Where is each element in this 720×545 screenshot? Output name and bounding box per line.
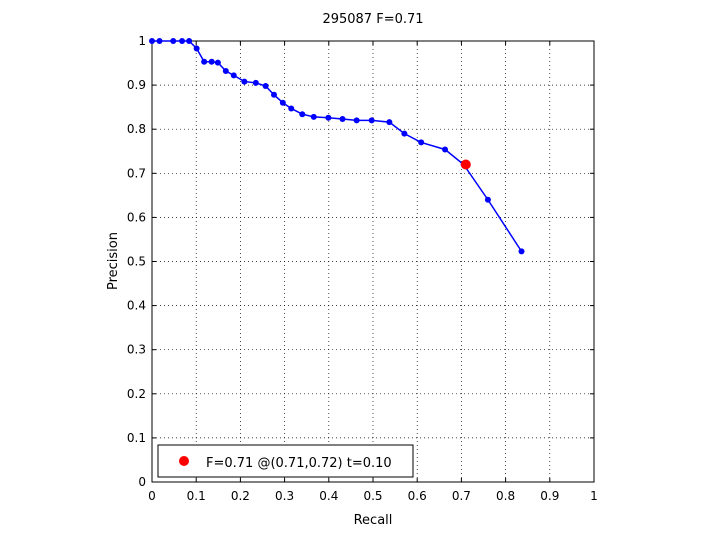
data-point bbox=[270, 91, 277, 98]
data-point bbox=[149, 38, 155, 44]
data-point bbox=[156, 38, 163, 44]
data-point bbox=[241, 78, 248, 85]
data-point bbox=[310, 113, 317, 120]
x-tick-label: 0.7 bbox=[452, 489, 471, 503]
x-tick-label: 0.1 bbox=[187, 489, 206, 503]
data-point bbox=[262, 82, 269, 89]
y-tick-label: 0.4 bbox=[127, 299, 146, 313]
data-point bbox=[186, 38, 193, 44]
data-point bbox=[339, 116, 346, 123]
legend: F=0.71 @(0.71,0.72) t=0.10 bbox=[157, 444, 414, 478]
x-tick-label: 0.2 bbox=[231, 489, 250, 503]
x-tick-label: 0.9 bbox=[540, 489, 559, 503]
legend-box bbox=[157, 444, 414, 478]
chart-title: 295087 F=0.71 bbox=[322, 12, 423, 27]
data-point bbox=[222, 67, 229, 74]
data-point bbox=[418, 139, 425, 146]
grid-lines bbox=[152, 41, 594, 482]
data-point bbox=[214, 59, 221, 66]
y-tick-label: 0.9 bbox=[127, 78, 146, 92]
data-point bbox=[201, 58, 208, 65]
y-tick-label: 1 bbox=[138, 34, 146, 48]
y-tick-label: 0.6 bbox=[127, 210, 146, 224]
y-tick-label: 0.5 bbox=[127, 255, 146, 269]
x-tick-label: 0.6 bbox=[408, 489, 427, 503]
data-point bbox=[353, 117, 360, 124]
y-tick-label: 0 bbox=[138, 475, 146, 489]
y-tick-label: 0.1 bbox=[127, 431, 146, 445]
x-tick-label: 0.4 bbox=[319, 489, 338, 503]
series-layer bbox=[149, 38, 525, 255]
data-point bbox=[170, 38, 177, 44]
axis-ticks: 0 0.1 0.2 0.3 0.4 0.5 0.6 0.7 0.8 0.9 1 0 0.1 0.2 0.3 0… bbox=[127, 34, 598, 503]
data-point bbox=[442, 146, 449, 153]
x-tick-label: 0.8 bbox=[496, 489, 515, 503]
data-point bbox=[208, 58, 215, 65]
data-point bbox=[179, 38, 186, 44]
data-point bbox=[386, 119, 393, 126]
x-tick-label: 0.3 bbox=[275, 489, 294, 503]
data-point bbox=[252, 79, 259, 86]
legend-marker bbox=[179, 456, 189, 466]
data-point bbox=[230, 72, 237, 79]
data-point bbox=[279, 99, 286, 106]
y-tick-label: 0.8 bbox=[127, 122, 146, 136]
data-point bbox=[325, 114, 332, 121]
data-point bbox=[368, 117, 375, 124]
y-tick-label: 0.3 bbox=[127, 343, 146, 357]
data-point bbox=[193, 45, 200, 52]
best-f-point bbox=[460, 159, 471, 170]
data-point bbox=[288, 105, 295, 112]
x-tick-label: 0 bbox=[148, 489, 156, 503]
x-tick-label: 0.5 bbox=[363, 489, 382, 503]
data-point bbox=[401, 130, 408, 137]
y-tick-label: 0.7 bbox=[127, 166, 146, 180]
y-axis-label: Precision bbox=[106, 232, 121, 290]
legend-label: F=0.71 @(0.71,0.72) t=0.10 bbox=[206, 456, 392, 471]
x-tick-label: 1 bbox=[590, 489, 598, 503]
data-point bbox=[484, 196, 491, 203]
data-point bbox=[299, 111, 306, 118]
series-line bbox=[152, 40, 523, 252]
data-point bbox=[518, 248, 525, 255]
x-axis-label: Recall bbox=[354, 513, 393, 528]
y-tick-label: 0.2 bbox=[127, 387, 146, 401]
